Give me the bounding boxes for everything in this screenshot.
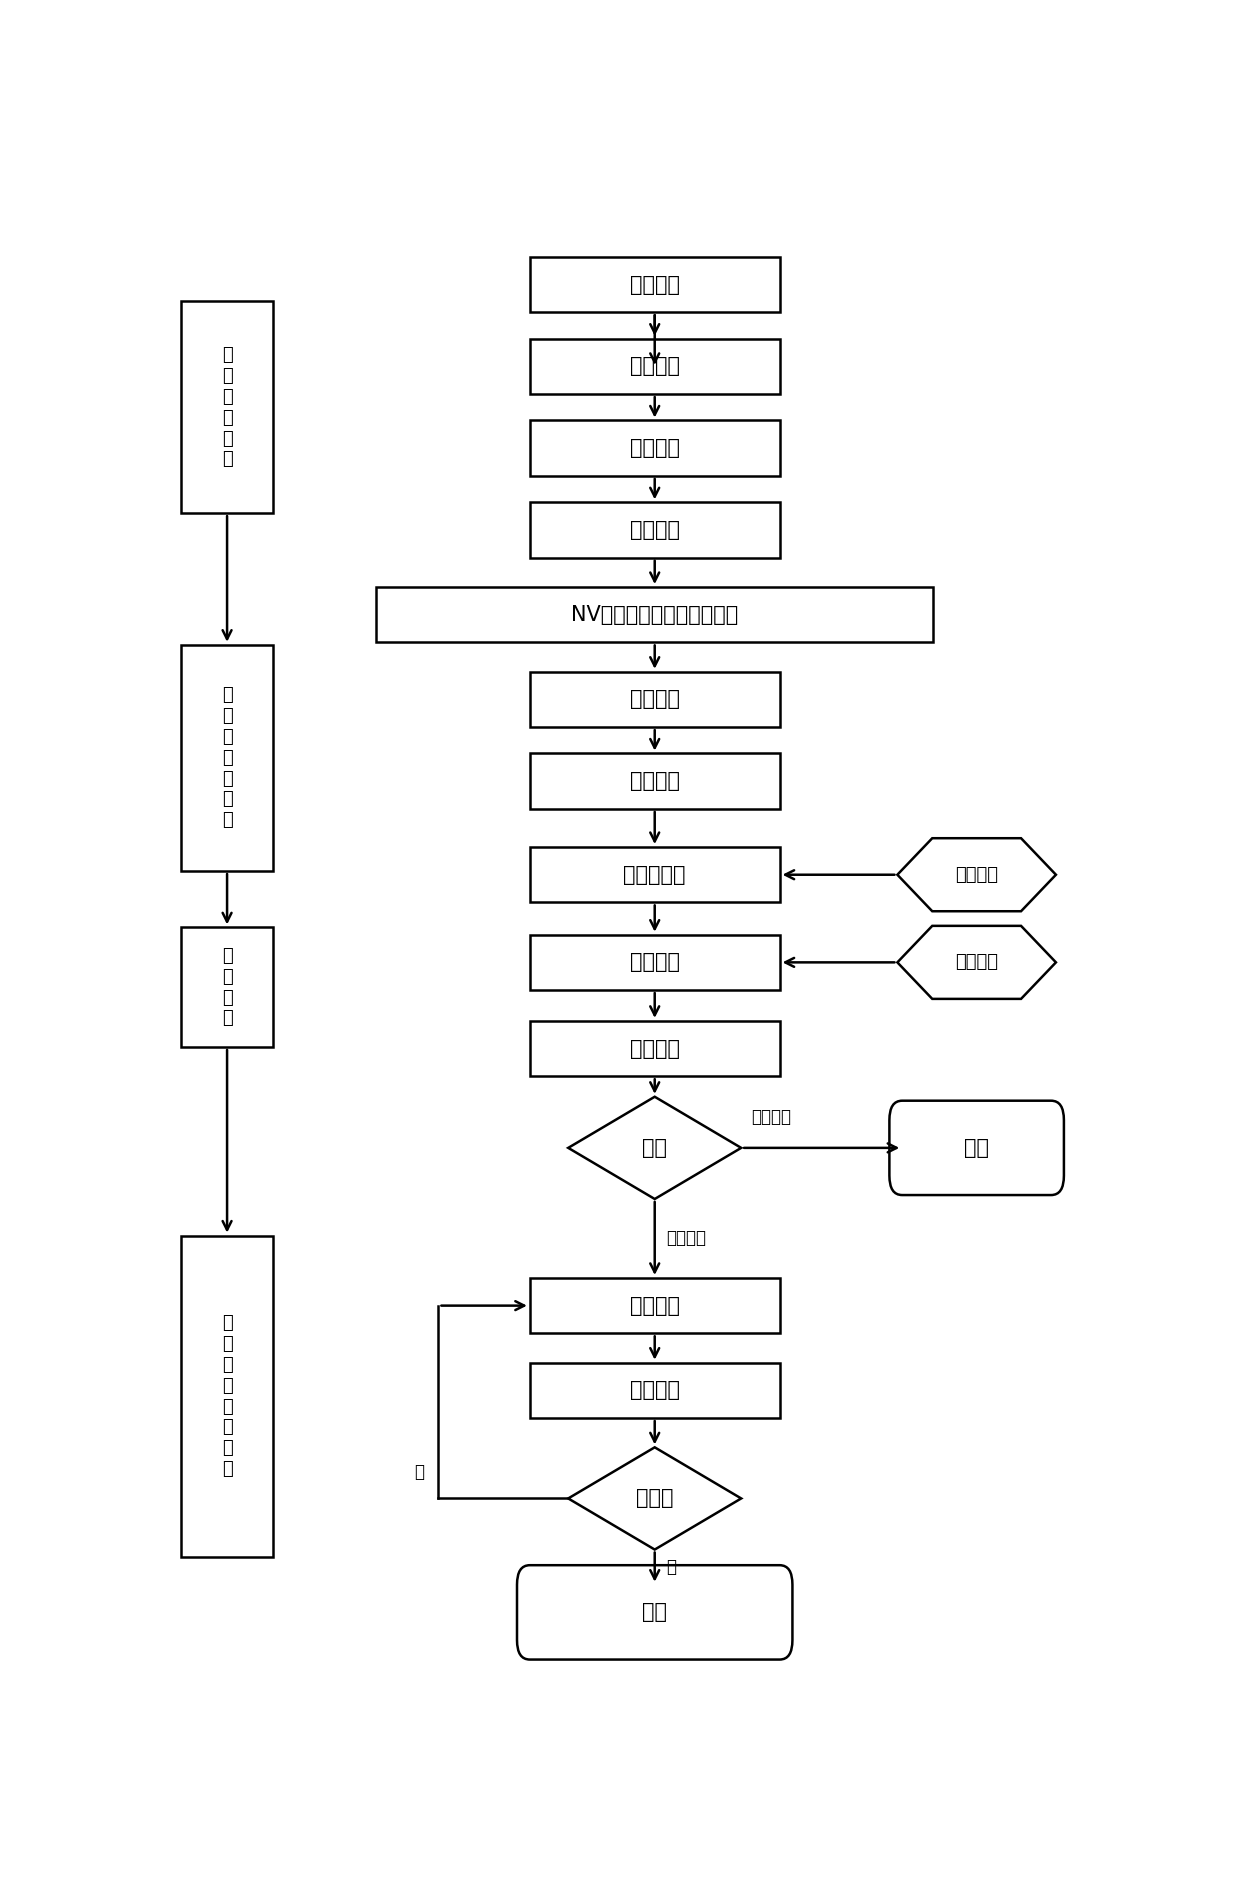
Text: 光
纤
预
制
棒
加
工: 光 纤 预 制 棒 加 工	[222, 687, 232, 829]
Text: 是: 是	[666, 1557, 676, 1576]
Text: 荧光检测: 荧光检测	[630, 1381, 680, 1400]
Text: 玻璃浇铸: 玻璃浇铸	[630, 689, 680, 709]
FancyBboxPatch shape	[529, 503, 780, 558]
Text: 目的: 目的	[642, 1138, 667, 1157]
Text: 光纤拉制: 光纤拉制	[630, 952, 680, 973]
Text: 缓慢退火: 缓慢退火	[630, 772, 680, 791]
Text: 参数指标: 参数指标	[955, 865, 998, 884]
FancyBboxPatch shape	[529, 1362, 780, 1419]
Text: 单光子: 单光子	[636, 1489, 673, 1508]
FancyBboxPatch shape	[181, 928, 273, 1047]
Text: 称量搅拌: 称量搅拌	[630, 357, 680, 376]
Text: 升温熔融: 升温熔融	[630, 438, 680, 459]
Text: 结束: 结束	[965, 1138, 990, 1157]
Text: 澄清均化: 澄清均化	[630, 520, 680, 541]
FancyBboxPatch shape	[889, 1100, 1064, 1195]
FancyBboxPatch shape	[181, 1235, 273, 1557]
Polygon shape	[898, 926, 1056, 1000]
Text: 结束: 结束	[642, 1603, 667, 1622]
FancyBboxPatch shape	[529, 846, 780, 903]
Text: 预制棒加工: 预制棒加工	[624, 865, 686, 884]
Text: 否: 否	[414, 1463, 424, 1482]
Text: NV色心金刚石纳米颗粒掺杂: NV色心金刚石纳米颗粒掺杂	[572, 605, 738, 624]
FancyBboxPatch shape	[529, 1279, 780, 1334]
FancyBboxPatch shape	[181, 302, 273, 514]
Text: 组分计算: 组分计算	[630, 275, 680, 294]
Polygon shape	[568, 1096, 742, 1199]
FancyBboxPatch shape	[181, 645, 273, 871]
FancyBboxPatch shape	[529, 753, 780, 808]
Text: 荧
光
检
测
系
统
搭
建: 荧 光 检 测 系 统 搭 建	[222, 1315, 232, 1478]
Polygon shape	[898, 838, 1056, 911]
FancyBboxPatch shape	[529, 421, 780, 476]
FancyBboxPatch shape	[529, 935, 780, 990]
FancyBboxPatch shape	[529, 1021, 780, 1076]
FancyBboxPatch shape	[529, 672, 780, 727]
FancyBboxPatch shape	[529, 340, 780, 395]
Polygon shape	[568, 1447, 742, 1550]
Text: 系统搭建: 系统搭建	[630, 1038, 680, 1059]
FancyBboxPatch shape	[529, 256, 780, 313]
Text: 光
纤
拉
制: 光 纤 拉 制	[222, 947, 232, 1028]
Text: 光纤截断: 光纤截断	[630, 1296, 680, 1317]
FancyBboxPatch shape	[517, 1565, 792, 1660]
Text: 参数指标: 参数指标	[955, 954, 998, 971]
Text: 多光子源: 多光子源	[751, 1108, 791, 1127]
Text: 单光子源: 单光子源	[666, 1229, 707, 1248]
Text: 纤
芯
玻
璃
制
备: 纤 芯 玻 璃 制 备	[222, 347, 232, 469]
FancyBboxPatch shape	[376, 586, 934, 643]
